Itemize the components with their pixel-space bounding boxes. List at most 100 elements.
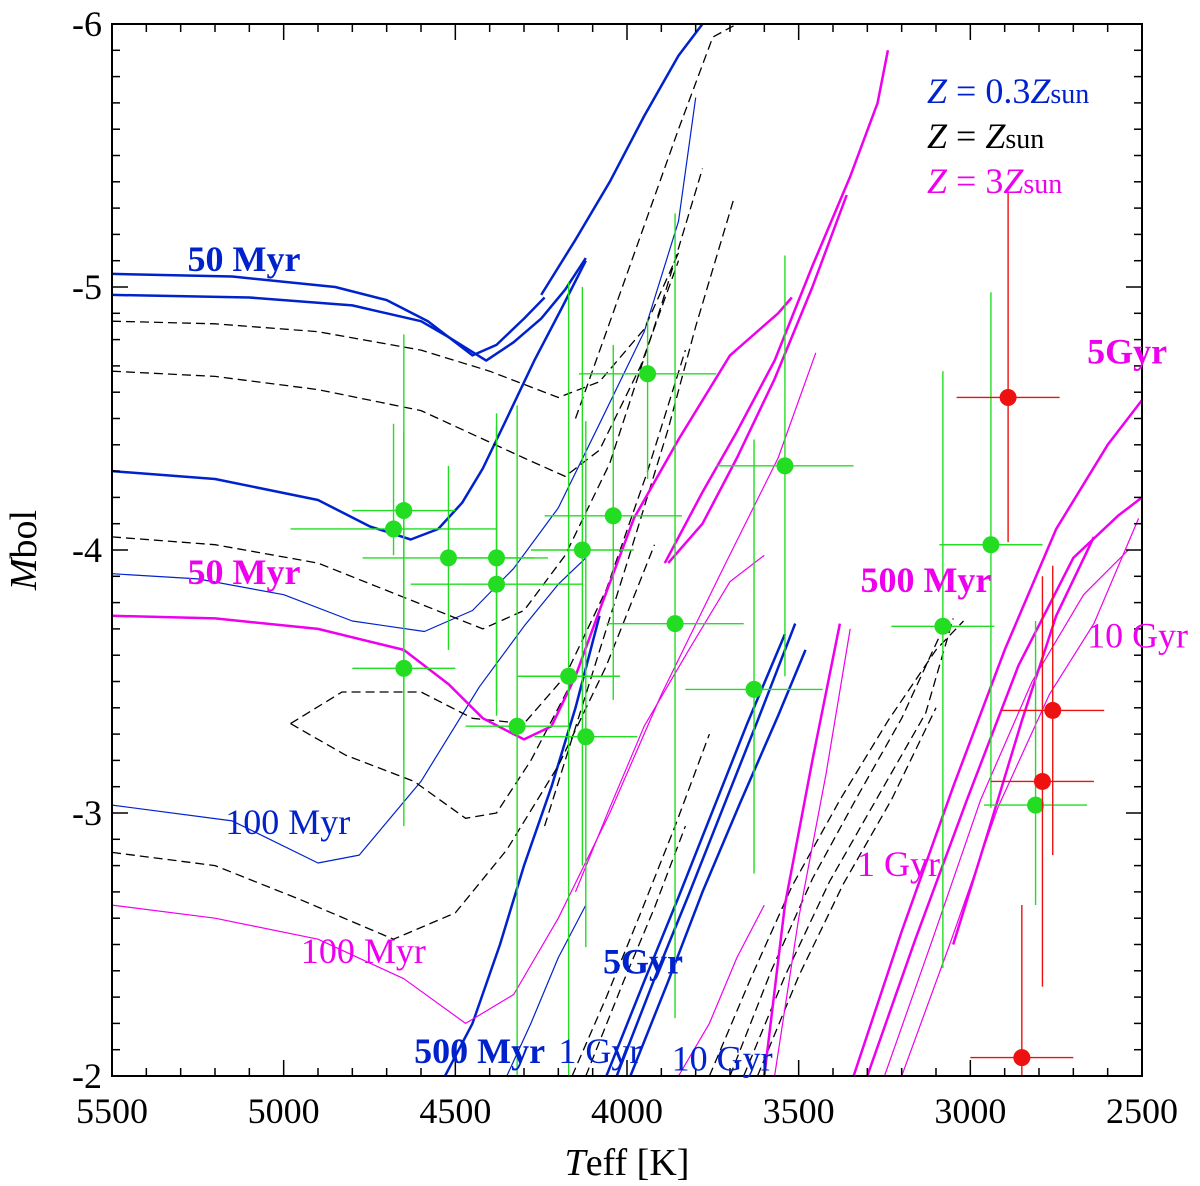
isochrone-line-32: [774, 628, 851, 1076]
isochrone-line-12: [112, 260, 680, 478]
x-tick-label: 5000: [248, 1091, 320, 1131]
marker: [1033, 772, 1051, 790]
x-axis-title: Teff [K]: [565, 1142, 690, 1184]
marker: [666, 615, 684, 633]
isochrone-line-16: [112, 544, 656, 940]
isochrone-label-9: 500 Myr: [860, 560, 991, 600]
isochrone-line-18: [585, 825, 687, 1076]
isochrone-line-17: [571, 733, 711, 1076]
x-tick-label: 3500: [763, 1091, 835, 1131]
marker: [385, 520, 403, 538]
marker: [1027, 796, 1045, 814]
marker: [1013, 1049, 1031, 1067]
y-tick-label: -3: [72, 793, 102, 833]
marker: [776, 457, 794, 475]
isochrone-line-3: [540, 24, 704, 296]
isochrone-label-2: 100 Myr: [225, 802, 350, 842]
marker: [1044, 701, 1062, 719]
isochrone-label-5: 1 Gyr: [558, 1031, 641, 1071]
isochrone-line-30: [677, 904, 765, 1076]
x-tick-label: 4000: [591, 1091, 663, 1131]
x-tick-label: 2500: [1106, 1091, 1178, 1131]
legend: Z = 0.3Zsun Z = Zsun Z = 3Zsun: [927, 71, 1089, 201]
green-data-point-17: [984, 621, 1088, 906]
axis-tick-labels: 5500 5000 4500 4000 3500 3000 2500 -2 -3 -4 -5 -6: [72, 4, 1178, 1131]
x-tick-label: 3000: [934, 1091, 1006, 1131]
green-data-point-5: [352, 334, 456, 827]
x-tick-label: 5500: [76, 1091, 148, 1131]
isochrone-curves: [112, 24, 1142, 1076]
y-tick-label: -6: [72, 4, 102, 44]
isochrone-line-35: [883, 549, 1129, 1076]
marker: [577, 728, 595, 746]
isochrone-line-28: [667, 194, 848, 564]
green-data-point-15: [891, 371, 995, 969]
isochrone-label-8: 1 Gyr: [857, 844, 940, 884]
red-data-point-20: [990, 576, 1094, 987]
marker: [573, 541, 591, 559]
isochrone-label-11: 10 Gyr: [1087, 615, 1188, 655]
isochrone-line-37: [952, 536, 1096, 945]
red-data-point-21: [970, 905, 1074, 1076]
x-tick-label: 4500: [419, 1091, 491, 1131]
legend-entry-1: Z = Zsun: [927, 116, 1044, 156]
legend-entry-2: Z = 3Zsun: [927, 161, 1062, 201]
isochrone-line-33: [852, 399, 1142, 1076]
green-data-point-4: [410, 426, 583, 703]
isochrone-line-26: [112, 352, 817, 1024]
green-data-point-9: [544, 344, 682, 700]
axis-ticks: [111, 23, 1143, 1077]
y-tick-label: -4: [72, 530, 102, 570]
red-data-point-19: [1001, 565, 1105, 856]
isochrone-line-15: [290, 681, 573, 819]
legend-entry-0: Z = 0.3Zsun: [927, 71, 1089, 111]
observed-points: [290, 192, 1105, 1076]
isochrone-line-24: [756, 707, 937, 1076]
isochrone-line-5: [112, 557, 587, 864]
marker: [560, 667, 578, 685]
isochrone-line-10: [629, 649, 807, 1076]
isochrone-label-6: 10 Gyr: [672, 1039, 773, 1079]
isochrone-line-21: [708, 620, 964, 1076]
isochrone-label-7: 5Gyr: [603, 941, 683, 981]
isochrone-line-31: [763, 623, 842, 1076]
marker: [745, 680, 763, 698]
isochrone-line-13: [112, 168, 704, 630]
green-data-point-7: [517, 281, 621, 1076]
green-data-point-16: [939, 292, 1043, 808]
green-data-point-6: [465, 405, 569, 1076]
y-axis-title: Mbol: [3, 510, 45, 591]
isochrone-line-1: [112, 257, 587, 362]
green-data-point-12: [606, 213, 744, 1019]
green-data-point-14: [716, 255, 854, 677]
isochrone-label-1: 50 Myr: [188, 552, 301, 592]
y-tick-label: -2: [72, 1056, 102, 1096]
marker: [508, 717, 526, 735]
isochrone-line-2: [112, 260, 587, 541]
isochrone-line-6: [443, 615, 601, 1076]
marker: [999, 388, 1017, 406]
isochrone-line-27: [663, 50, 890, 564]
isochrone-line-34: [866, 496, 1142, 1076]
isochrone-line-9: [615, 623, 797, 1076]
marker: [982, 536, 1000, 554]
y-tick-label: -5: [72, 267, 102, 307]
isochrone-label-10: 5Gyr: [1087, 331, 1167, 371]
marker: [934, 617, 952, 635]
marker: [395, 659, 413, 677]
isochrone-line-22: [729, 628, 944, 1076]
isochrone-line-11: [112, 252, 680, 399]
isochrone-line-20: [574, 24, 738, 419]
isochrone-line-14: [290, 349, 687, 725]
isochrone-line-36: [901, 518, 1140, 1076]
green-data-point-11: [578, 318, 717, 479]
isochrone-labels: 50 Myr 50 Myr 100 Myr 100 Myr 500 Myr 1 Gyr 10…: [188, 239, 1189, 1079]
red-data-point-18: [956, 192, 1060, 543]
marker: [488, 575, 506, 593]
isochrone-line-29: [574, 554, 765, 893]
marker: [639, 365, 657, 383]
isochrone-label-3: 100 Myr: [301, 931, 426, 971]
green-data-point-1: [290, 423, 497, 556]
isochrone-line-23: [743, 618, 954, 1076]
isochrone-label-4: 500 Myr: [414, 1031, 545, 1071]
